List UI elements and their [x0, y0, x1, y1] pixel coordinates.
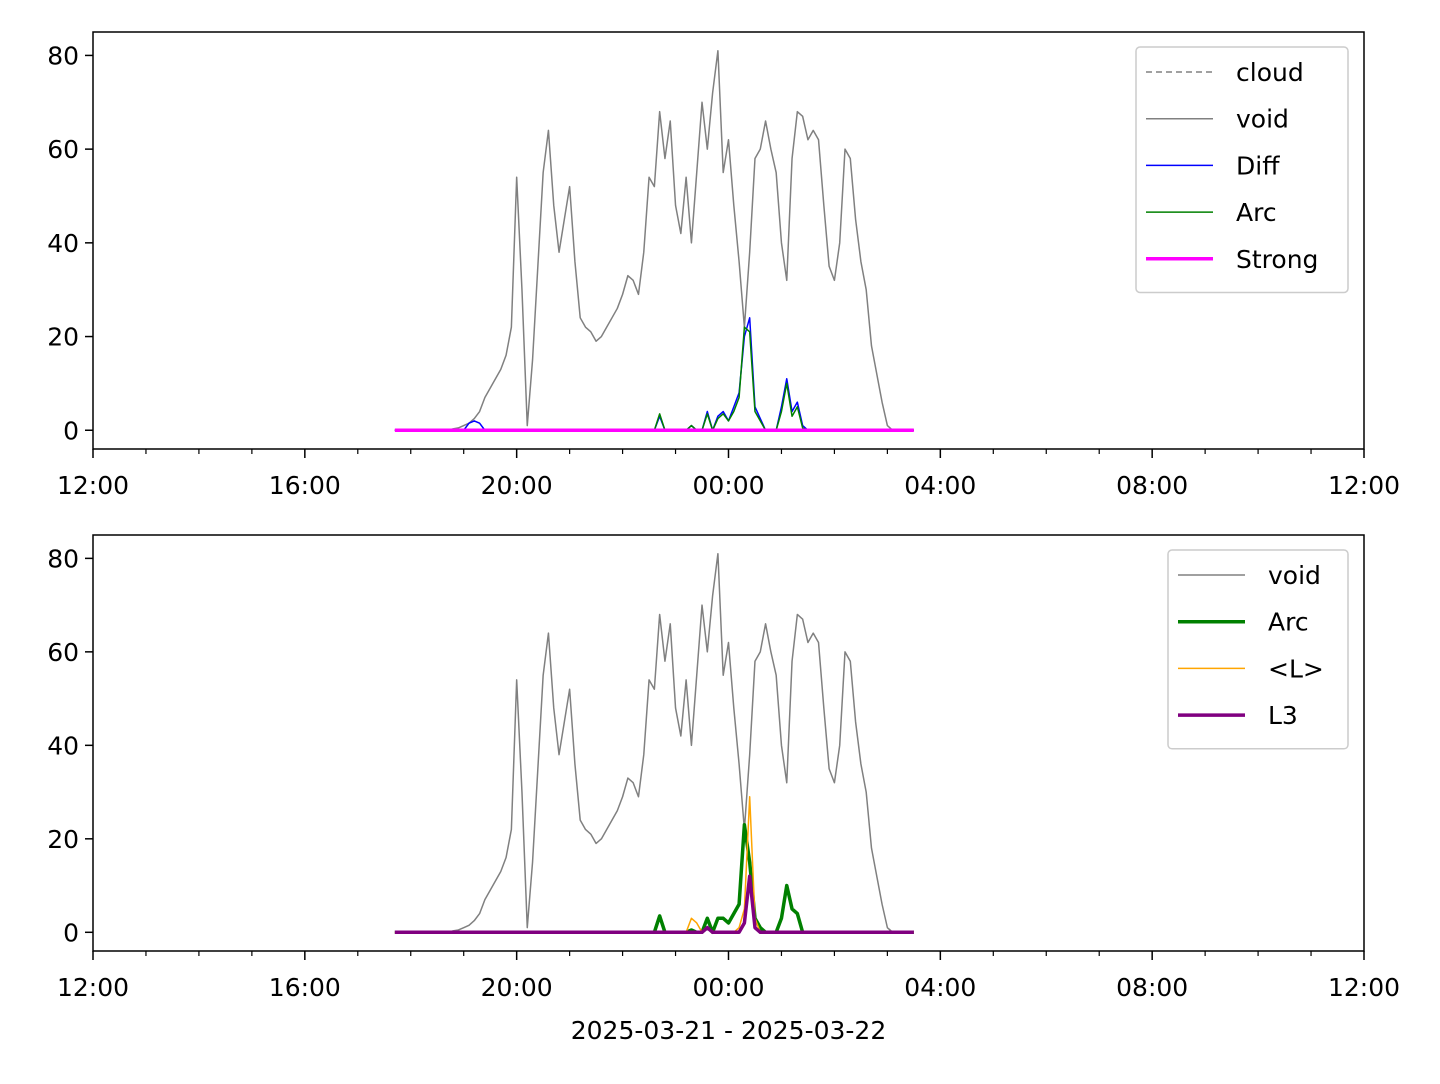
x-tick-label: 00:00: [692, 973, 764, 1002]
x-tick-label: 12:00: [57, 471, 129, 500]
x-tick-label: 08:00: [1116, 973, 1188, 1002]
x-tick-label: 20:00: [481, 973, 553, 1002]
axes: 0 20 40 60 80 12:00 16:00 20:00 00:00 04:00 08:00 1…: [47, 534, 1400, 1045]
x-tick-label: 04:00: [904, 973, 976, 1002]
x-tick-label: 12:00: [1328, 973, 1400, 1002]
y-tick-label: 20: [47, 323, 79, 352]
legend-label: Arc: [1236, 198, 1277, 227]
x-tick-label: 16:00: [269, 471, 341, 500]
x-tick-label: 20:00: [481, 471, 553, 500]
x-tick-label: 08:00: [1116, 471, 1188, 500]
legend: cloud void Diff Arc Strong: [1135, 46, 1349, 294]
x-tick-label: 00:00: [692, 471, 764, 500]
x-tick-label: 04:00: [904, 471, 976, 500]
y-tick-label: 0: [63, 416, 79, 445]
y-tick-label: 40: [47, 731, 79, 760]
y-tick-label: 60: [47, 135, 79, 164]
legend: void Arc <L> L3: [1167, 549, 1349, 750]
y-tick-label: 0: [63, 918, 79, 947]
x-axis-label: 2025-03-21 - 2025-03-22: [571, 1016, 887, 1045]
legend-label: Diff: [1236, 151, 1280, 180]
legend-label: Arc: [1268, 608, 1309, 637]
legend-box: [1135, 46, 1349, 294]
legend-label: void: [1268, 561, 1321, 590]
x-tick-label: 16:00: [269, 973, 341, 1002]
legend-label: L3: [1268, 701, 1298, 730]
y-tick-label: 80: [47, 544, 79, 573]
series-line: [394, 552, 914, 934]
legend-label: void: [1236, 105, 1289, 134]
legend-box: [1167, 549, 1349, 750]
y-tick-label: 40: [47, 229, 79, 258]
y-tick-label: 80: [47, 41, 79, 70]
series-line: [394, 874, 914, 935]
legend-label: Strong: [1236, 245, 1318, 274]
plot-area: [394, 552, 914, 935]
plot-area: [394, 49, 914, 433]
series-line: [394, 49, 914, 432]
x-tick-label: 12:00: [57, 973, 129, 1002]
legend-label: cloud: [1236, 58, 1304, 87]
x-tick-label: 12:00: [1328, 471, 1400, 500]
legend-label: <L>: [1268, 654, 1324, 683]
axes: 0 20 40 60 80 12:00 16:00 20:00 00:00 04:00 08:00 1…: [47, 31, 1400, 500]
y-tick-label: 20: [47, 825, 79, 854]
y-tick-label: 60: [47, 638, 79, 667]
